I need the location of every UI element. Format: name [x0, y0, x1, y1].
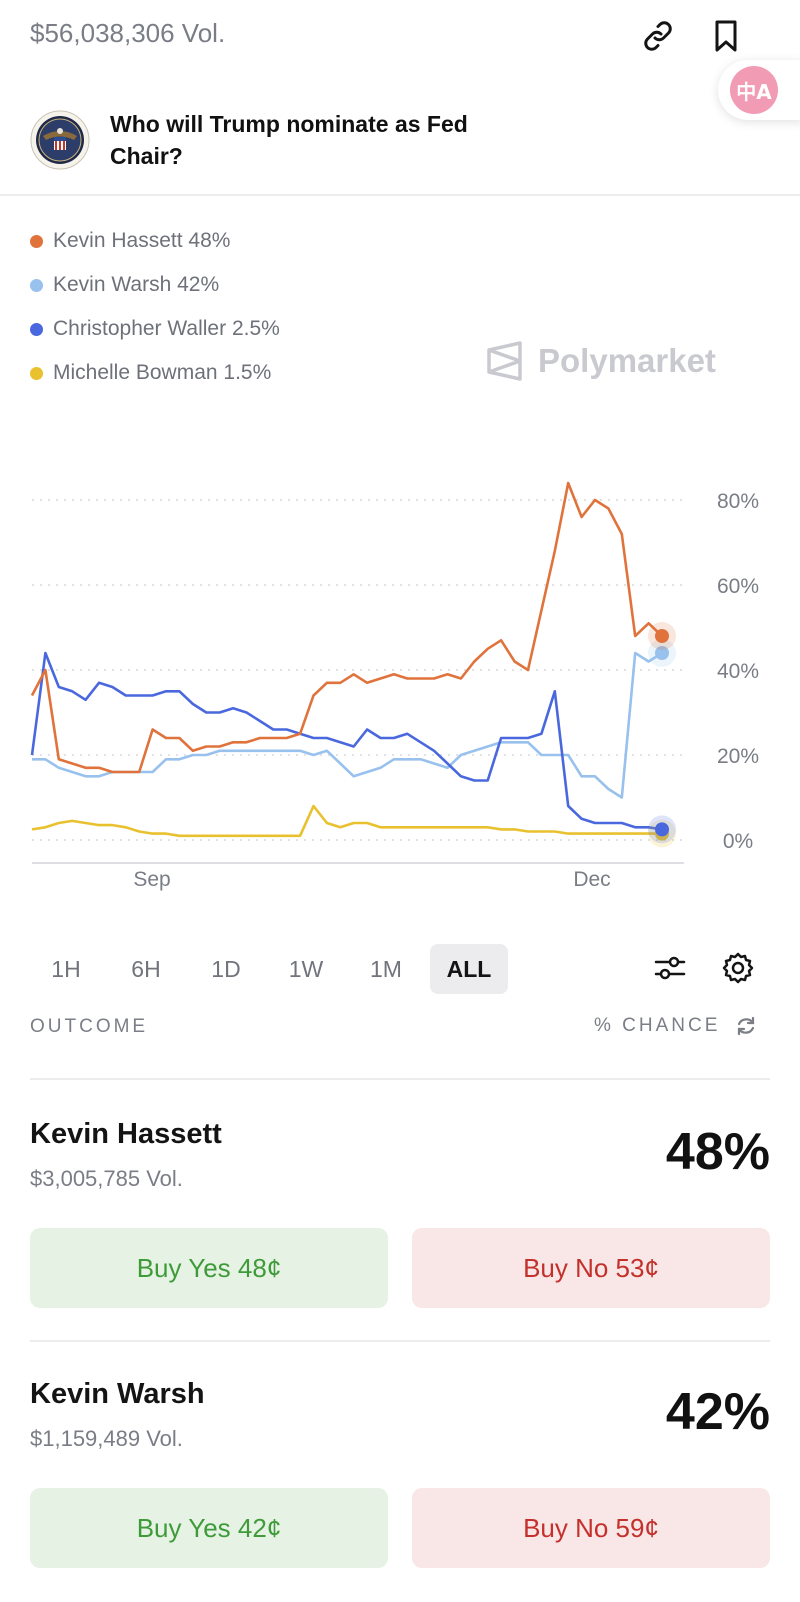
outcome-chance-hassett: 48%: [665, 1123, 770, 1181]
legend-item-waller: Christopher Waller 2.5%: [30, 314, 280, 344]
chance-header-label: % CHANCE: [594, 1015, 721, 1036]
y-tick-label: 20%: [717, 745, 759, 768]
end-point-marker: [655, 629, 669, 643]
price-chart[interactable]: 80% 60% 40% 20% 0% Sep Dec: [0, 450, 800, 910]
buy-no-button-warsh[interactable]: Buy No 59¢: [412, 1488, 770, 1568]
polymarket-logo-icon: [487, 341, 522, 381]
table-header-divider: [30, 1078, 770, 1080]
x-tick-label: Dec: [573, 868, 610, 891]
polymarket-watermark: Polymarket: [486, 340, 716, 382]
x-tick-label: Sep: [133, 868, 170, 891]
legend-label: Kevin Hassett 48%: [53, 229, 231, 252]
watermark-label: Polymarket: [538, 342, 716, 379]
end-point-marker: [655, 822, 669, 837]
tab-1w[interactable]: 1W: [288, 955, 324, 982]
tab-all[interactable]: ALL: [430, 944, 508, 994]
total-volume: $56,038,306 Vol.: [30, 18, 226, 48]
y-tick-label: 60%: [717, 575, 759, 598]
legend-item-warsh: Kevin Warsh 42%: [30, 270, 219, 300]
tab-1d[interactable]: 1D: [211, 955, 241, 982]
end-point-marker: [655, 646, 669, 660]
outcome-volume-hassett: $3,005,785 Vol.: [30, 1166, 183, 1191]
buy-yes-button-hassett[interactable]: Buy Yes 48¢: [30, 1228, 388, 1308]
buy-no-button-hassett[interactable]: Buy No 53¢: [412, 1228, 770, 1308]
link-icon[interactable]: [640, 18, 676, 54]
legend-dot: [30, 322, 43, 336]
legend-label: Kevin Warsh 42%: [53, 273, 220, 296]
timeframe-tabs: 1H 6H 1D 1W 1M ALL: [30, 944, 516, 994]
header-divider: [0, 194, 800, 196]
series-line-kevin-hassett: [30, 481, 663, 774]
fed-seal-logo: [30, 110, 90, 170]
y-tick-label: 40%: [717, 660, 759, 683]
legend-label: Christopher Waller 2.5%: [53, 317, 280, 340]
filter-sliders-icon[interactable]: [652, 950, 688, 986]
outcome-name-hassett: Kevin Hassett: [30, 1118, 222, 1150]
legend-item-bowman: Michelle Bowman 1.5%: [30, 358, 271, 388]
settings-gear-icon[interactable]: [720, 950, 756, 986]
tab-6h[interactable]: 6H: [131, 955, 161, 982]
series-line-michelle-bowman: [31, 804, 662, 838]
y-tick-label: 80%: [717, 490, 759, 513]
market-title: Who will Trump nominate as Fed Chair?: [110, 111, 468, 169]
outcome-column-header: OUTCOME: [30, 1016, 149, 1037]
bookmark-icon[interactable]: [708, 18, 744, 54]
tab-1m[interactable]: 1M: [370, 955, 402, 982]
legend-dot: [30, 234, 43, 248]
outcome-volume-warsh: $1,159,489 Vol.: [30, 1426, 183, 1451]
refresh-icon[interactable]: [734, 1014, 758, 1038]
translate-button[interactable]: 中A: [718, 60, 800, 120]
tab-1h[interactable]: 1H: [51, 955, 81, 982]
outcome-divider: [30, 1340, 770, 1342]
buy-yes-button-warsh[interactable]: Buy Yes 42¢: [30, 1488, 388, 1568]
legend-item-hassett: Kevin Hassett 48%: [30, 226, 230, 256]
series-line-kevin-warsh: [32, 651, 663, 799]
translate-icon: 中A: [730, 66, 778, 114]
series-line-christopher-waller: [30, 651, 663, 831]
legend-dot: [30, 278, 43, 292]
y-tick-label: 0%: [723, 830, 753, 853]
chance-column-header: % CHANCE: [594, 1014, 758, 1038]
legend-dot: [30, 366, 43, 380]
outcome-chance-warsh: 42%: [665, 1383, 770, 1441]
legend-label: Michelle Bowman 1.5%: [53, 361, 272, 384]
outcome-name-warsh: Kevin Warsh: [30, 1378, 205, 1410]
